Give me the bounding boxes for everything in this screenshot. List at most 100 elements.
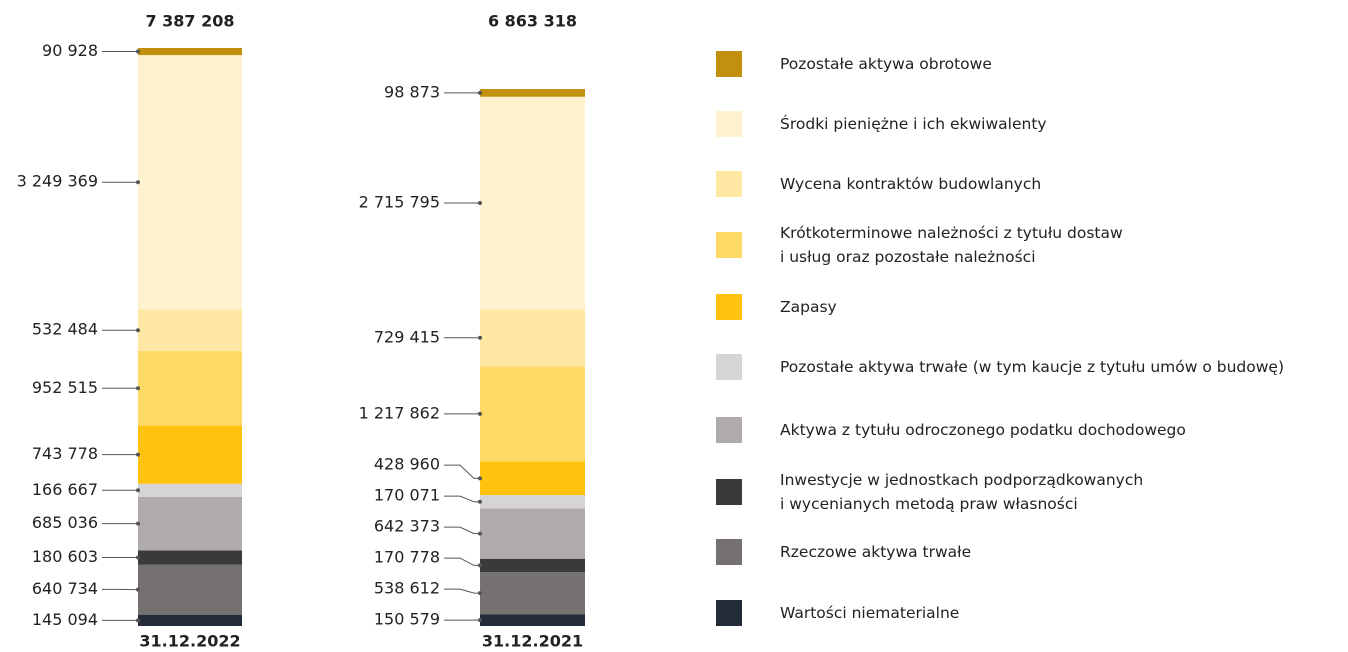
legend-item: Wartości niematerialne <box>716 600 959 626</box>
legend-swatch <box>716 294 742 320</box>
leader-line <box>444 464 480 479</box>
legend-swatch <box>716 111 742 137</box>
value-label: 150 579 <box>374 610 440 629</box>
bar-segment <box>138 48 242 56</box>
bar-segment <box>480 558 585 573</box>
value-label: 170 071 <box>374 486 440 505</box>
leader-dot <box>136 49 140 54</box>
category-label: 31.12.2022 <box>139 632 240 651</box>
leader-dot <box>136 618 140 623</box>
bar-segment <box>480 309 585 367</box>
legend-label: Rzeczowe aktywa trwałe <box>780 543 972 561</box>
legend-label: Pozostałe aktywa trwałe (w tym kaucje z … <box>780 358 1285 376</box>
leader-dot <box>478 476 482 481</box>
value-label: 90 928 <box>42 41 98 60</box>
leader-line <box>444 557 480 566</box>
legend-item: Środki pieniężne i ich ekwiwalenty <box>716 111 1047 137</box>
leader-dot <box>136 488 140 493</box>
value-label: 685 036 <box>32 513 98 532</box>
total-label: 7 387 208 <box>145 12 234 31</box>
legend-item: Krótkoterminowe należności z tytułu dost… <box>716 221 1123 269</box>
value-label: 180 603 <box>32 547 98 566</box>
legend-swatch <box>716 51 742 77</box>
legend-label: Zapasy <box>780 298 837 316</box>
legend-item: Aktywa z tytułu odroczonego podatku doch… <box>716 417 1186 443</box>
bar-segment <box>138 351 242 426</box>
bar-segment <box>138 55 242 310</box>
value-label: 532 484 <box>32 320 98 339</box>
leader-dot <box>136 328 140 333</box>
leader-dot <box>478 90 482 95</box>
legend-swatch <box>716 539 742 565</box>
legend-item: Wycena kontraktów budowlanych <box>716 171 1041 197</box>
leader-dot <box>136 180 140 185</box>
value-label: 428 960 <box>374 455 440 474</box>
leader-dot <box>136 386 140 391</box>
legend-label: Inwestycje w jednostkach podporządkowany… <box>780 471 1144 513</box>
legend-item: Pozostałe aktywa obrotowe <box>716 51 992 77</box>
value-label: 166 667 <box>32 480 98 499</box>
leader-dot <box>478 531 482 536</box>
chart: 145 094 640 734 180 603 685 036 166 667 743 7… <box>17 12 585 651</box>
bar-segment <box>480 495 585 509</box>
leader-dot <box>136 521 140 526</box>
value-label: 642 373 <box>374 517 440 536</box>
leader-dot <box>478 411 482 416</box>
leader-dot <box>478 499 482 504</box>
legend-item: Rzeczowe aktywa trwałe <box>716 539 971 565</box>
value-label: 729 415 <box>374 327 440 346</box>
legend-swatch <box>716 232 742 258</box>
legend-label: Wycena kontraktów budowlanych <box>780 175 1042 193</box>
legend-label: Pozostałe aktywa obrotowe <box>780 55 992 73</box>
legend-swatch <box>716 171 742 197</box>
legend-item: Inwestycje w jednostkach podporządkowany… <box>716 468 1143 516</box>
bar-segment <box>480 366 585 462</box>
legend-swatch <box>716 600 742 626</box>
value-label: 538 612 <box>374 579 440 598</box>
bar-segment <box>138 614 242 626</box>
leader-dot <box>478 618 482 623</box>
bar-segment <box>138 309 242 352</box>
leader-dot <box>478 335 482 340</box>
legend-item: Pozostałe aktywa trwałe (w tym kaucje z … <box>716 354 1284 380</box>
leader-dot <box>136 452 140 457</box>
legend-swatch <box>716 479 742 505</box>
bar-segment <box>138 483 242 497</box>
leader-dot <box>478 563 482 568</box>
leader-dot <box>478 200 482 205</box>
bar-segment <box>138 496 242 551</box>
legend-label: Aktywa z tytułu odroczonego podatku doch… <box>780 421 1186 439</box>
total-label: 6 863 318 <box>488 12 577 31</box>
bar-segment <box>480 572 585 615</box>
legend-label: Wartości niematerialne <box>780 604 960 622</box>
legend-label: Krótkoterminowe należności z tytułu dost… <box>780 224 1123 266</box>
leader-line <box>444 588 480 594</box>
bar-segment <box>138 564 242 615</box>
value-label: 145 094 <box>32 610 98 629</box>
bar-segment <box>480 614 585 626</box>
value-label: 1 217 862 <box>359 403 440 422</box>
legend-swatch <box>716 417 742 443</box>
value-label: 170 778 <box>374 548 440 567</box>
legend: Pozostałe aktywa obrotowe Środki pieniężn… <box>716 0 1348 652</box>
value-label: 3 249 369 <box>17 172 98 191</box>
bar-segment <box>480 96 585 310</box>
bar-segment <box>138 550 242 565</box>
legend-item: Zapasy <box>716 294 837 320</box>
legend-label: Środki pieniężne i ich ekwiwalenty <box>780 115 1047 133</box>
leader-dot <box>136 555 140 560</box>
value-label: 98 873 <box>384 82 440 101</box>
value-label: 952 515 <box>32 378 98 397</box>
bar-segment <box>138 425 242 484</box>
leader-line <box>444 495 480 503</box>
value-label: 743 778 <box>32 444 98 463</box>
legend-swatch <box>716 354 742 380</box>
leader-line <box>444 526 480 535</box>
leader-dot <box>478 591 482 596</box>
bar-segment <box>480 88 585 97</box>
bar-segment <box>480 508 585 559</box>
bar-segment <box>480 461 585 496</box>
category-label: 31.12.2021 <box>482 632 583 651</box>
value-label: 640 734 <box>32 579 98 598</box>
